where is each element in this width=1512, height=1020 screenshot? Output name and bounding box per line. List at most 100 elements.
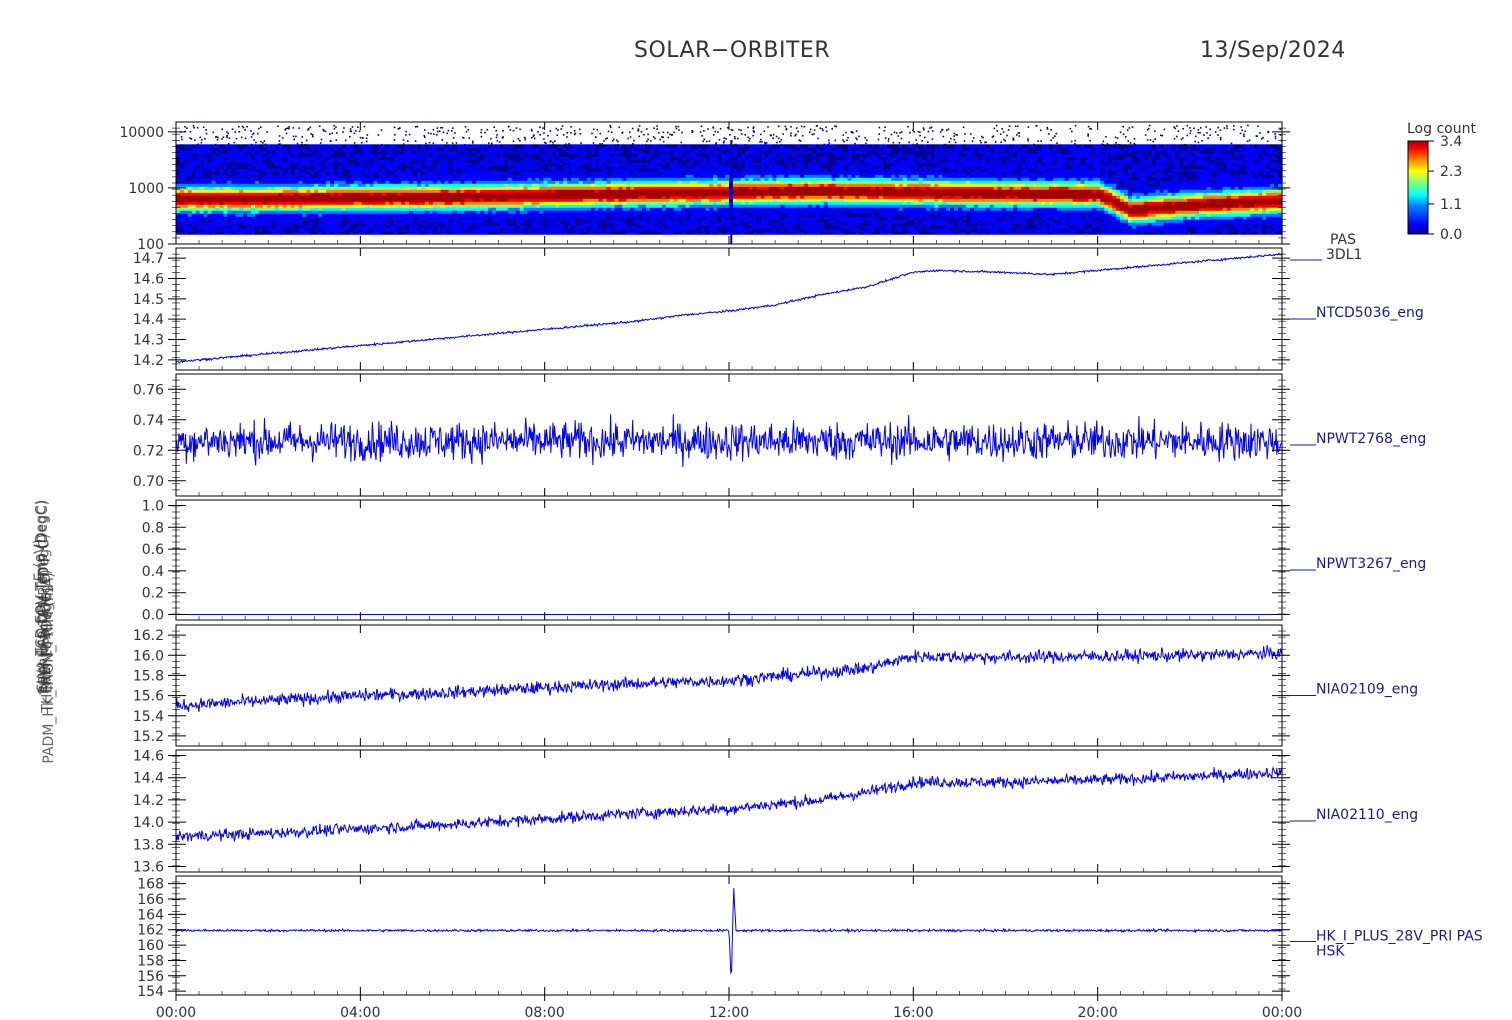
heatmap-cell — [531, 162, 537, 166]
heatmap-cell — [772, 195, 777, 199]
heatmap-cell — [353, 210, 359, 214]
heatmap-cell — [199, 147, 205, 151]
heatmap-speck — [217, 136, 219, 139]
heatmap-speck — [727, 127, 729, 129]
heatmap-cell — [555, 174, 560, 178]
heatmap-cell — [310, 162, 315, 166]
heatmap-cell — [657, 207, 663, 211]
heatmap-cell — [772, 186, 777, 190]
heatmap-cell — [752, 177, 758, 181]
heatmap-cell — [401, 144, 406, 148]
heatmap-cell — [669, 225, 675, 229]
heatmap-cell — [484, 159, 489, 163]
heatmap-cell — [760, 162, 766, 166]
heatmap-cell — [772, 150, 777, 154]
heatmap-cell — [432, 189, 438, 193]
heatmap-cell — [330, 198, 335, 202]
heatmap-cell — [215, 213, 221, 217]
heatmap-cell — [314, 159, 319, 163]
heatmap-cell — [551, 219, 556, 223]
heatmap-speck — [441, 139, 444, 141]
heatmap-speck — [565, 143, 567, 145]
heatmap-cell — [511, 162, 517, 166]
heatmap-cell — [740, 177, 746, 181]
heatmap-cell — [772, 147, 777, 151]
heatmap-speck — [777, 137, 780, 139]
heatmap-cell — [195, 150, 201, 154]
heatmap-cell — [744, 192, 750, 196]
heatmap-cell — [377, 156, 382, 160]
heatmap-cell — [669, 171, 675, 175]
heatmap-cell — [610, 228, 616, 232]
heatmap-cell — [239, 144, 244, 148]
heatmap-cell — [717, 210, 722, 214]
heatmap-speck — [414, 140, 417, 142]
heatmap-cell — [495, 174, 501, 178]
heatmap-cell — [405, 207, 410, 211]
heatmap-cell — [326, 174, 331, 178]
heatmap-cell — [369, 186, 375, 190]
heatmap-cell — [176, 174, 181, 178]
heatmap-cell — [484, 156, 489, 160]
heatmap-cell — [262, 210, 268, 214]
heatmap-cell — [302, 231, 307, 235]
heatmap-speck — [662, 136, 664, 139]
heatmap-cell — [326, 156, 331, 160]
heatmap-cell — [298, 183, 303, 187]
heatmap-cell — [602, 222, 608, 226]
heatmap-cell — [251, 198, 256, 202]
heatmap-cell — [492, 177, 497, 181]
heatmap-cell — [638, 207, 643, 211]
heatmap-cell — [199, 228, 205, 232]
heatmap-cell — [397, 222, 402, 226]
heatmap-speck — [539, 126, 541, 129]
heatmap-cell — [215, 150, 221, 154]
heatmap-cell — [685, 180, 691, 184]
heatmap-cell — [231, 189, 236, 193]
heatmap-cell — [567, 165, 572, 169]
heatmap-cell — [274, 201, 280, 205]
heatmap-cell — [444, 183, 450, 187]
heatmap-cell — [484, 189, 489, 193]
heatmap-cell — [606, 225, 612, 229]
heatmap-cell — [341, 225, 347, 229]
heatmap-cell — [381, 186, 386, 190]
heatmap-cell — [227, 153, 232, 157]
heatmap-cell — [503, 171, 509, 175]
heatmap-cell — [456, 183, 461, 187]
heatmap-cell — [768, 189, 774, 193]
heatmap-cell — [578, 225, 584, 229]
heatmap-cell — [772, 177, 777, 181]
heatmap-cell — [519, 210, 525, 214]
heatmap-cell — [594, 165, 600, 169]
heatmap-cell — [764, 186, 770, 190]
heatmap-cell — [638, 144, 643, 148]
heatmap-cell — [665, 165, 671, 169]
heatmap-cell — [764, 228, 770, 232]
heatmap-cell — [503, 228, 509, 232]
heatmap-cell — [673, 153, 679, 157]
heatmap-cell — [215, 231, 221, 235]
heatmap-cell — [748, 228, 754, 232]
heatmap-cell — [535, 225, 540, 229]
heatmap-cell — [199, 198, 205, 202]
heatmap-cell — [543, 174, 548, 178]
heatmap-cell — [211, 207, 217, 211]
heatmap-cell — [693, 147, 698, 151]
heatmap-speck — [465, 131, 468, 133]
heatmap-cell — [653, 147, 659, 151]
heatmap-speck — [333, 124, 335, 127]
heatmap-cell — [760, 177, 766, 181]
heatmap-cell — [535, 192, 540, 196]
heatmap-cell — [606, 150, 612, 154]
heatmap-cell — [337, 189, 343, 193]
heatmap-cell — [460, 180, 465, 184]
heatmap-cell — [310, 204, 315, 208]
heatmap-cell — [452, 168, 458, 172]
heatmap-cell — [227, 144, 232, 148]
heatmap-cell — [709, 222, 714, 226]
heatmap-cell — [563, 210, 568, 214]
heatmap-cell — [551, 186, 556, 190]
heatmap-cell — [559, 198, 564, 202]
heatmap-speck — [440, 126, 442, 129]
